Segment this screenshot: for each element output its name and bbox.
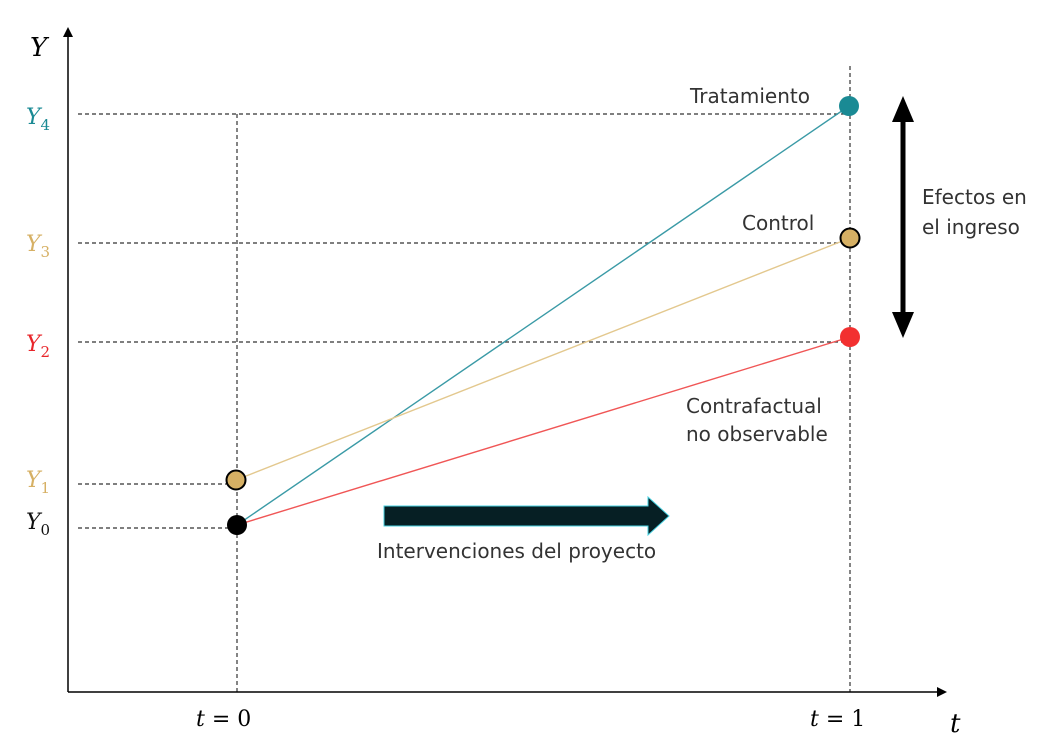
y1-start-point: [225, 469, 247, 491]
intervenciones-arrow: [383, 495, 670, 537]
y0-start-point: [227, 515, 247, 535]
y0-tick-label: Y0: [26, 510, 50, 539]
contrafactual-line: [236, 336, 851, 526]
effect-double-arrow: [892, 96, 914, 338]
t1-tick-label: t = 1: [810, 707, 865, 732]
contrafactual-point: [840, 327, 860, 347]
control-label: Control: [742, 211, 814, 235]
t0-tick-label: t = 0: [196, 707, 251, 732]
control-point: [839, 227, 861, 249]
intervenciones-label: Intervenciones del proyecto: [377, 539, 656, 563]
tratamiento-line: [236, 105, 850, 526]
contrafactual-label-line1: Contrafactual: [686, 394, 822, 418]
y2-tick-label: Y2: [26, 332, 50, 361]
axes: [63, 27, 947, 697]
points: [225, 96, 861, 535]
efectos-label-line1: Efectos en: [922, 185, 1027, 209]
guide-lines: [78, 66, 851, 692]
control-line: [235, 237, 851, 481]
efectos-label-line2: el ingreso: [922, 215, 1020, 239]
y4-tick-label: Y4: [26, 105, 50, 134]
y1-tick-label: Y1: [26, 468, 50, 497]
contrafactual-label-line2: no observable: [686, 422, 828, 446]
y-axis-title: Y: [30, 33, 50, 63]
x-axis-title: t: [950, 709, 961, 739]
tratamiento-point: [839, 96, 859, 116]
series-lines: [235, 105, 851, 526]
tratamiento-label: Tratamiento: [689, 84, 810, 108]
y3-tick-label: Y3: [26, 232, 50, 261]
